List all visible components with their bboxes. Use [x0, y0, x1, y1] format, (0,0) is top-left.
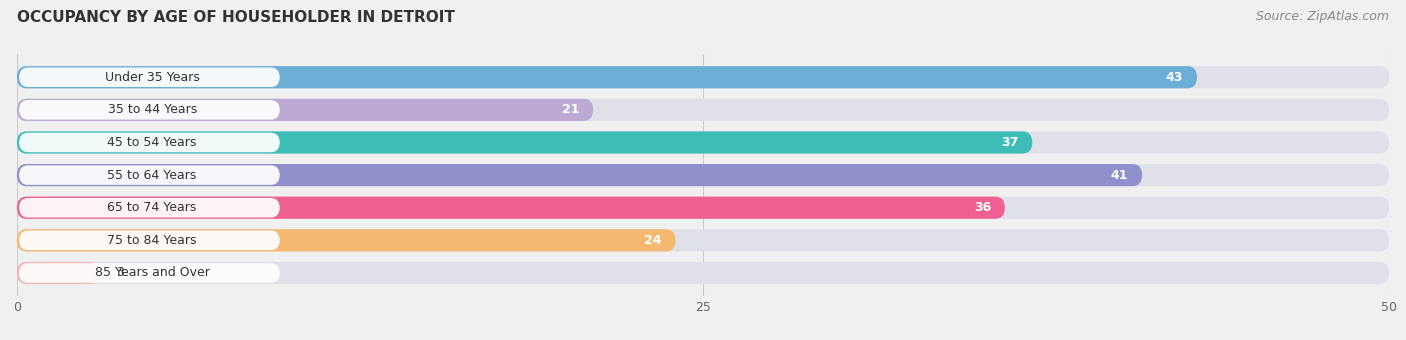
- Text: 35 to 44 Years: 35 to 44 Years: [107, 103, 197, 116]
- Text: 65 to 74 Years: 65 to 74 Years: [107, 201, 197, 214]
- FancyBboxPatch shape: [17, 99, 593, 121]
- Text: 37: 37: [1001, 136, 1018, 149]
- FancyBboxPatch shape: [17, 229, 675, 252]
- FancyBboxPatch shape: [17, 229, 1389, 252]
- Text: Under 35 Years: Under 35 Years: [104, 71, 200, 84]
- FancyBboxPatch shape: [17, 66, 1389, 88]
- Text: 75 to 84 Years: 75 to 84 Years: [107, 234, 197, 247]
- Text: 43: 43: [1166, 71, 1184, 84]
- Text: 24: 24: [644, 234, 662, 247]
- FancyBboxPatch shape: [20, 198, 280, 218]
- FancyBboxPatch shape: [20, 67, 280, 87]
- Text: 21: 21: [562, 103, 579, 116]
- Text: 41: 41: [1111, 169, 1129, 182]
- FancyBboxPatch shape: [17, 131, 1389, 154]
- FancyBboxPatch shape: [20, 100, 280, 120]
- Text: 45 to 54 Years: 45 to 54 Years: [107, 136, 197, 149]
- Text: OCCUPANCY BY AGE OF HOUSEHOLDER IN DETROIT: OCCUPANCY BY AGE OF HOUSEHOLDER IN DETRO…: [17, 10, 454, 25]
- FancyBboxPatch shape: [20, 133, 280, 152]
- FancyBboxPatch shape: [20, 165, 280, 185]
- Text: 85 Years and Over: 85 Years and Over: [94, 267, 209, 279]
- FancyBboxPatch shape: [17, 164, 1142, 186]
- FancyBboxPatch shape: [17, 164, 1389, 186]
- Text: 55 to 64 Years: 55 to 64 Years: [107, 169, 197, 182]
- FancyBboxPatch shape: [17, 262, 1389, 284]
- FancyBboxPatch shape: [17, 197, 1005, 219]
- Text: 3: 3: [115, 267, 124, 279]
- FancyBboxPatch shape: [17, 99, 1389, 121]
- FancyBboxPatch shape: [17, 262, 100, 284]
- Text: Source: ZipAtlas.com: Source: ZipAtlas.com: [1256, 10, 1389, 23]
- FancyBboxPatch shape: [17, 66, 1197, 88]
- FancyBboxPatch shape: [20, 231, 280, 250]
- FancyBboxPatch shape: [20, 263, 280, 283]
- Text: 36: 36: [974, 201, 991, 214]
- FancyBboxPatch shape: [17, 131, 1032, 154]
- FancyBboxPatch shape: [17, 197, 1389, 219]
